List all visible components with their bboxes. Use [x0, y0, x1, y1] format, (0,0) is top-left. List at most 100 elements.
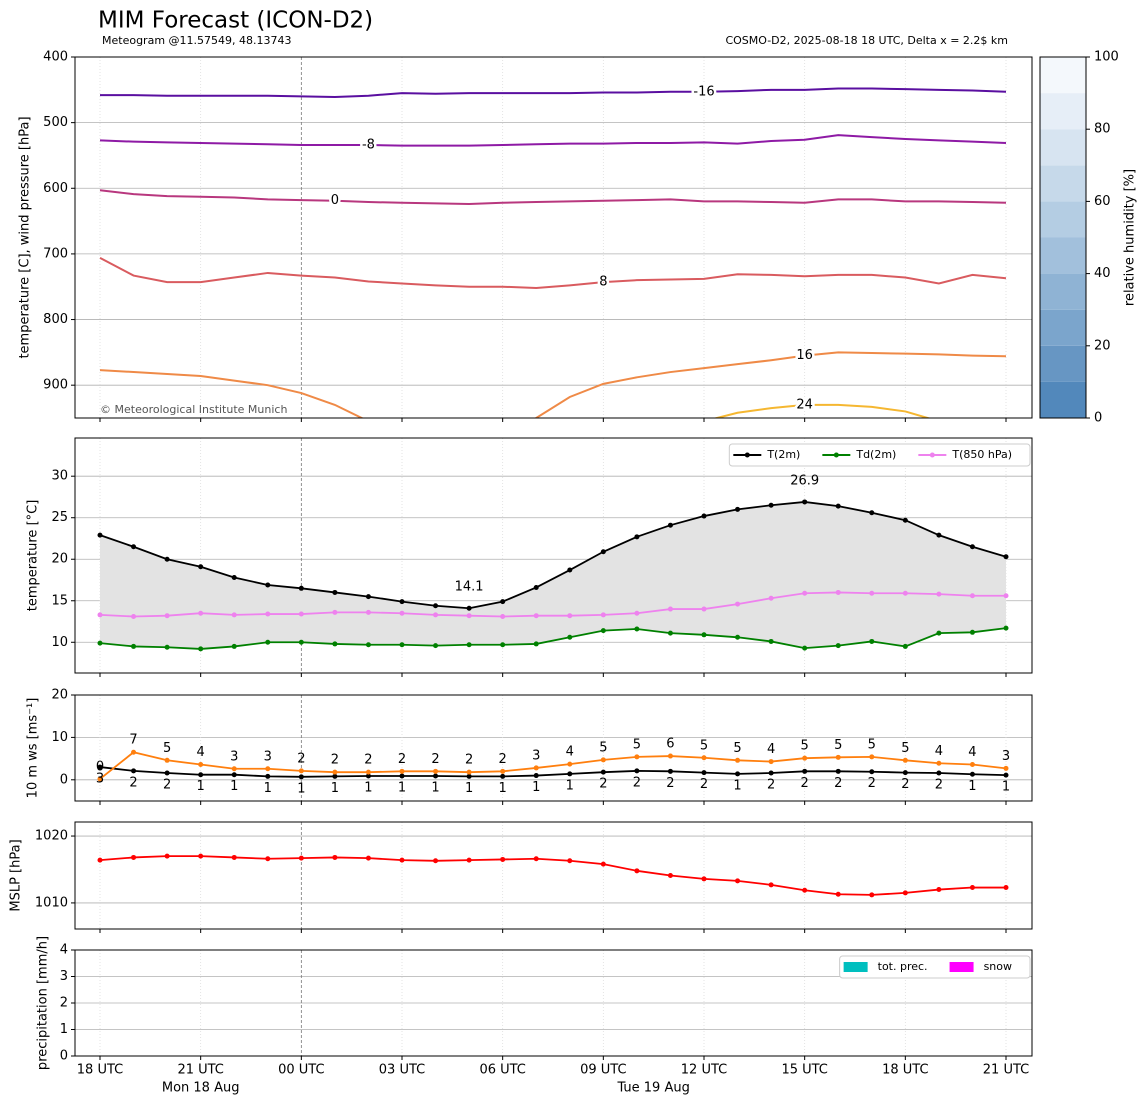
contour-label: -8 — [362, 137, 375, 152]
point — [231, 766, 237, 772]
point — [265, 766, 271, 772]
point — [936, 591, 942, 597]
legend-swatch — [949, 962, 974, 972]
point — [298, 585, 304, 591]
value-label: 3 — [1002, 749, 1010, 764]
value-label: 1 — [566, 778, 574, 793]
point — [365, 855, 371, 861]
point — [533, 856, 539, 862]
point — [567, 761, 573, 767]
value-label: 2 — [868, 776, 876, 791]
point — [466, 769, 472, 775]
point — [701, 876, 707, 882]
point — [365, 594, 371, 600]
value-label: 1 — [297, 781, 305, 796]
point — [500, 642, 506, 648]
point — [131, 614, 137, 620]
point — [533, 773, 539, 779]
point — [936, 532, 942, 538]
contour-label: 16 — [796, 348, 813, 363]
colorbar-band — [1040, 201, 1086, 238]
point — [231, 612, 237, 618]
point — [667, 522, 673, 528]
legend-item: tot. prec. — [843, 960, 928, 973]
legend-item: T(2m) — [733, 448, 800, 461]
colorbar-band — [1040, 93, 1086, 130]
value-label: 2 — [129, 775, 137, 790]
y-axis-label: MSLP [hPa] — [9, 839, 24, 911]
point — [701, 770, 707, 776]
point — [399, 642, 405, 648]
point — [902, 757, 908, 763]
colorbar-band — [1040, 309, 1086, 346]
legend-label: T(2m) — [766, 448, 800, 461]
y-tick-label: 800 — [43, 312, 68, 327]
y-tick-label: 10 — [51, 635, 68, 650]
point — [802, 645, 808, 651]
colorbar-tick-label: 0 — [1094, 411, 1102, 426]
x-tick-label: 09 UTC — [580, 1063, 626, 1078]
value-label: 5 — [901, 741, 909, 756]
value-label: 1 — [264, 781, 272, 796]
y-axis-label: precipitation [mm/h] — [36, 936, 51, 1070]
legend-label: snow — [984, 960, 1012, 973]
point — [231, 643, 237, 649]
legend-label: tot. prec. — [878, 960, 928, 973]
panel-frame — [74, 56, 1033, 419]
value-label: 2 — [666, 776, 674, 791]
colorbar-band — [1040, 345, 1086, 382]
point — [735, 601, 741, 607]
point — [869, 769, 875, 775]
y-tick-label: 1 — [60, 1022, 68, 1037]
value-label: 2 — [398, 752, 406, 767]
point — [567, 771, 573, 777]
point — [265, 582, 271, 588]
point — [969, 771, 975, 777]
point — [399, 773, 405, 779]
value-label: 7 — [129, 733, 137, 748]
x-tick-label: 12 UTC — [681, 1063, 727, 1078]
point — [265, 639, 271, 645]
point — [936, 887, 942, 893]
contour-line — [100, 87, 1007, 99]
value-label: 3 — [532, 748, 540, 763]
point — [768, 638, 774, 644]
panel-frame — [74, 821, 1033, 930]
point — [265, 773, 271, 779]
point — [198, 853, 204, 859]
value-label: 4 — [935, 744, 943, 759]
point — [97, 612, 103, 618]
value-label: 2 — [599, 777, 607, 792]
x-tick-label: 06 UTC — [479, 1063, 525, 1078]
point — [600, 861, 606, 867]
value-label: 1 — [197, 779, 205, 794]
value-label: 2 — [901, 777, 909, 792]
value-label: 2 — [331, 753, 339, 768]
day-label: Tue 19 Aug — [616, 1081, 689, 1096]
contour-label: -16 — [693, 84, 714, 99]
y-axis-label: temperature [C], wind pressure [hPa] — [18, 116, 33, 358]
point — [969, 885, 975, 891]
contour-line — [99, 256, 1007, 290]
value-label: 2 — [767, 778, 775, 793]
series-line — [99, 501, 1007, 610]
value-label: 2 — [431, 752, 439, 767]
y-tick-label: 25 — [51, 510, 68, 525]
value-label: 5 — [633, 737, 641, 752]
point — [600, 628, 606, 634]
point — [768, 595, 774, 601]
point — [735, 506, 741, 512]
point — [567, 567, 573, 573]
point — [198, 762, 204, 768]
y-tick-label: 20 — [51, 552, 68, 567]
point — [365, 609, 371, 615]
legend-marker — [744, 452, 750, 458]
point — [667, 768, 673, 774]
point — [802, 887, 808, 893]
point — [1003, 593, 1009, 599]
value-label: 2 — [465, 753, 473, 768]
panel-background — [75, 57, 1032, 418]
value-label: 4 — [968, 745, 976, 760]
legend-item: Td(2m) — [822, 448, 896, 461]
legend-label: T(850 hPa) — [951, 448, 1012, 461]
